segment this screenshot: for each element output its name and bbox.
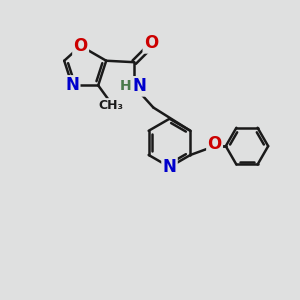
Text: CH₃: CH₃ [99, 99, 124, 112]
Text: O: O [208, 135, 222, 153]
Text: O: O [144, 34, 158, 52]
Text: N: N [163, 158, 176, 176]
Text: H: H [120, 79, 132, 93]
Text: N: N [65, 76, 79, 94]
Text: O: O [74, 37, 88, 55]
Text: N: N [133, 77, 146, 95]
